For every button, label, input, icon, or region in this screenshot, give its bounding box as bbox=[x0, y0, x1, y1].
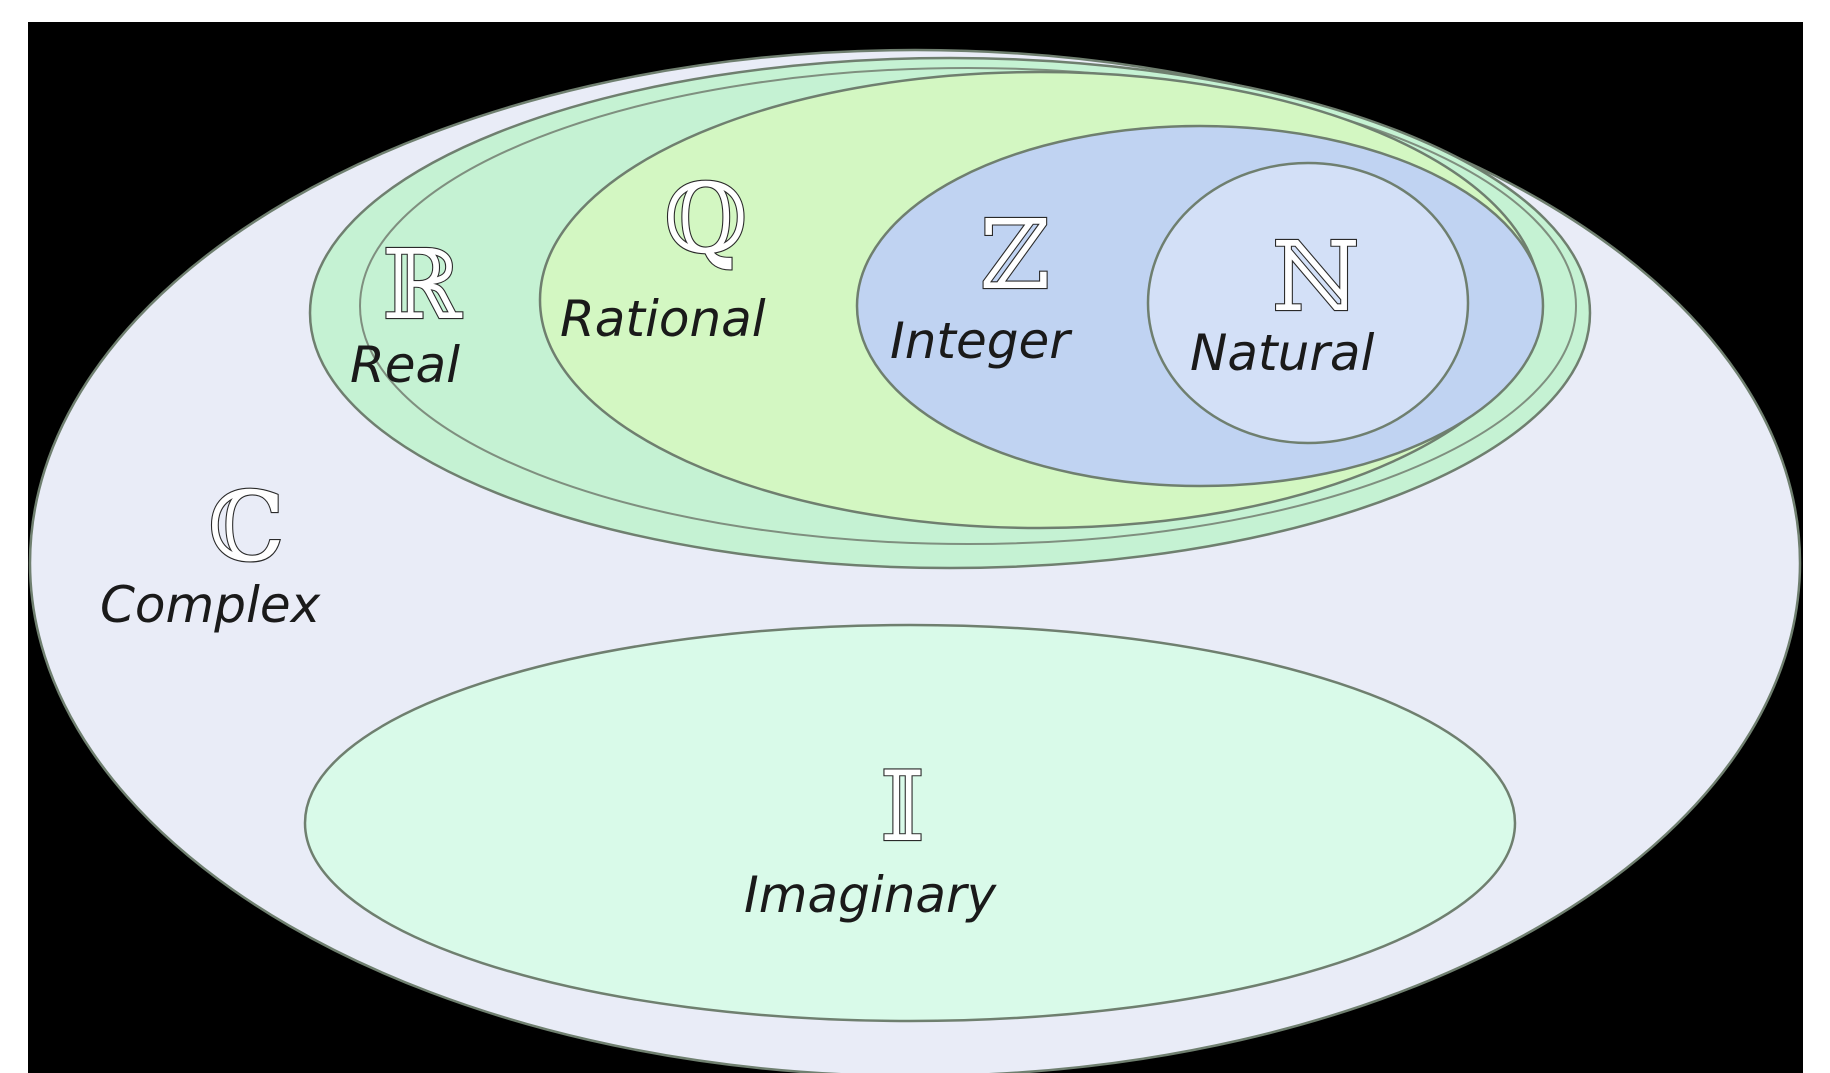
rational-set-symbol: ℚ bbox=[664, 163, 748, 275]
complex-set-label: Complex bbox=[100, 576, 321, 634]
integer-set-symbol: ℤ bbox=[980, 199, 1050, 311]
imaginary-set-region bbox=[303, 623, 1517, 1023]
complex-set-symbol: ℂ bbox=[208, 471, 284, 583]
real-set-inner-ring bbox=[359, 67, 1577, 545]
natural-set-region bbox=[1146, 161, 1470, 445]
real-set-symbol: ℝ bbox=[382, 229, 463, 341]
integer-set-label: Integer bbox=[890, 312, 1073, 370]
natural-set-label: Natural bbox=[1190, 324, 1375, 382]
imaginary-set-symbol: 𝕀 bbox=[880, 751, 925, 863]
natural-set-symbol: ℕ bbox=[1272, 221, 1360, 333]
imaginary-set-label: Imaginary bbox=[744, 866, 998, 924]
real-set-label: Real bbox=[350, 336, 460, 394]
rational-set-label: Rational bbox=[560, 290, 766, 348]
